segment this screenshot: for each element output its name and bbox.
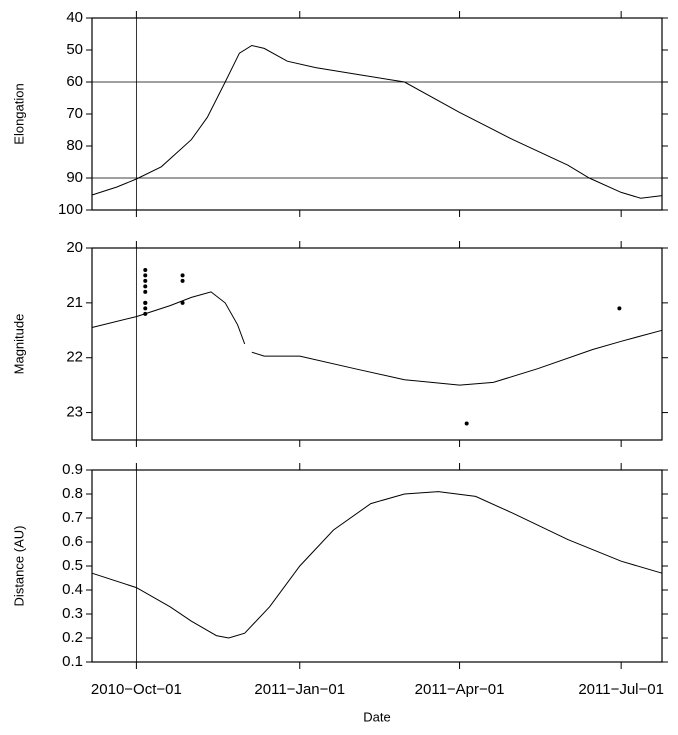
data-point xyxy=(180,273,185,278)
x-tick-label: 2010−Oct−01 xyxy=(91,681,182,698)
data-point xyxy=(180,300,185,305)
data-line xyxy=(91,291,246,345)
data-point xyxy=(180,278,185,283)
x-axis-label: Date xyxy=(363,709,390,724)
y-tick-label: 21 xyxy=(66,294,83,311)
y-tick-label: 0.9 xyxy=(62,461,83,478)
data-line xyxy=(91,44,663,199)
y-tick-label: 0.2 xyxy=(62,629,83,646)
y-tick-label: 23 xyxy=(66,404,83,421)
y-tick-label: 0.6 xyxy=(62,533,83,550)
y-tick-label: 40 xyxy=(66,9,83,26)
y-tick-label: 0.1 xyxy=(62,653,83,670)
y-tick-label: 90 xyxy=(66,169,83,186)
y-axis-label: Magnitude xyxy=(11,314,26,375)
data-point xyxy=(143,273,148,278)
x-tick-label: 2011−Jul−01 xyxy=(578,681,664,698)
data-point xyxy=(143,300,148,305)
y-tick-label: 22 xyxy=(66,349,83,366)
data-point xyxy=(143,284,148,289)
x-tick-label: 2011−Jan−01 xyxy=(254,681,345,698)
y-tick-label: 0.4 xyxy=(62,581,83,598)
data-line xyxy=(251,329,663,386)
data-line xyxy=(91,491,663,639)
data-point xyxy=(143,289,148,294)
y-tick-label: 80 xyxy=(66,137,83,154)
y-axis-label: Elongation xyxy=(11,83,26,144)
y-tick-label: 100 xyxy=(58,201,83,218)
x-tick-label: 2011−Apr−01 xyxy=(415,681,505,698)
plot-frame xyxy=(91,247,663,441)
data-point xyxy=(464,421,469,426)
y-tick-label: 0.3 xyxy=(62,605,83,622)
data-point xyxy=(143,306,148,311)
data-point xyxy=(143,278,148,283)
plot-frame xyxy=(91,17,663,211)
y-tick-label: 0.8 xyxy=(62,485,83,502)
data-point xyxy=(617,306,622,311)
plot-frame xyxy=(91,469,663,663)
data-point xyxy=(143,267,148,272)
y-axis-label: Distance (AU) xyxy=(11,526,26,607)
y-tick-label: 20 xyxy=(66,239,83,256)
y-tick-label: 50 xyxy=(66,41,83,58)
y-tick-label: 0.5 xyxy=(62,557,83,574)
y-tick-label: 0.7 xyxy=(62,509,83,526)
y-tick-label: 60 xyxy=(66,73,83,90)
data-point xyxy=(143,311,148,316)
y-tick-label: 70 xyxy=(66,105,83,122)
